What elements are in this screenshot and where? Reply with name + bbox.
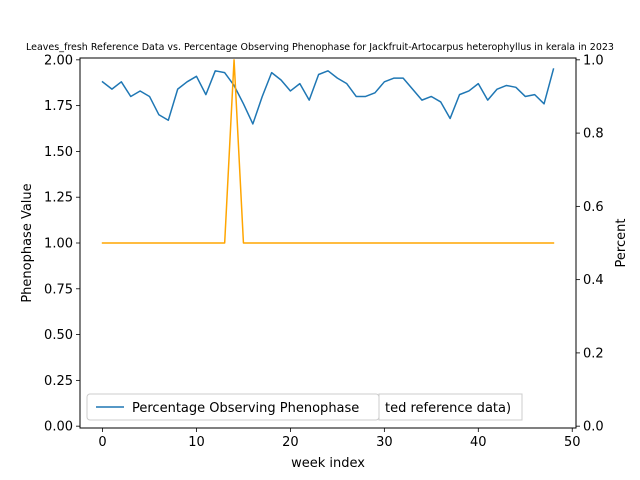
x-tick-label-1: 10 (188, 435, 205, 450)
y-left-tick-label-4: 1.00 (44, 237, 73, 252)
y-right-tick-label-3: 0.6 (583, 200, 604, 215)
y-right-tick-label-1: 0.2 (583, 346, 604, 361)
legend-frame-partial (378, 393, 523, 421)
y-axis-right-label: Percent (614, 219, 629, 268)
y-axis-left-label: Phenophase Value (20, 183, 35, 302)
series-line-0 (101, 68, 555, 125)
legend-label-0: Percentage Observing Phenophase (132, 401, 359, 416)
y-right-tick-label-2: 0.4 (583, 273, 604, 288)
y-left-tick-label-5: 1.25 (44, 191, 73, 206)
x-axis-label: week index (291, 456, 365, 471)
chart-title: Leaves_fresh Reference Data vs. Percenta… (26, 42, 614, 53)
plot-content (101, 59, 555, 244)
x-tick-label-4: 40 (470, 435, 487, 450)
y-left-tick-label-8: 2.00 (44, 53, 73, 68)
y-axis-right: 0.0 0.2 0.4 0.6 0.8 1.0 (576, 53, 604, 435)
y-left-tick-label-1: 0.25 (44, 374, 73, 389)
series-line-1 (101, 59, 555, 244)
legend: Percentage Observing Phenophase ted refe… (86, 393, 523, 421)
x-tick-label-3: 30 (376, 435, 393, 450)
x-tick-label-5: 50 (564, 435, 581, 450)
y-left-tick-label-0: 0.00 (44, 420, 73, 435)
y-right-tick-label-5: 1.0 (583, 53, 604, 68)
y-right-tick-label-4: 0.8 (583, 127, 604, 142)
y-right-tick-label-0: 0.0 (583, 420, 604, 435)
y-left-tick-label-7: 1.75 (44, 99, 73, 114)
x-axis: 0 10 20 30 40 50 (98, 428, 581, 450)
x-tick-label-2: 20 (282, 435, 299, 450)
x-tick-label-0: 0 (98, 435, 106, 450)
y-axis-left: 0.00 0.25 0.50 0.75 1.00 1.25 1.50 1.75 2.00 (44, 53, 80, 435)
legend-hidden-fragment: ted reference data) (385, 401, 511, 416)
y-left-tick-label-2: 0.50 (44, 328, 73, 343)
y-left-tick-label-6: 1.50 (44, 145, 73, 160)
y-left-tick-label-3: 0.75 (44, 282, 73, 297)
